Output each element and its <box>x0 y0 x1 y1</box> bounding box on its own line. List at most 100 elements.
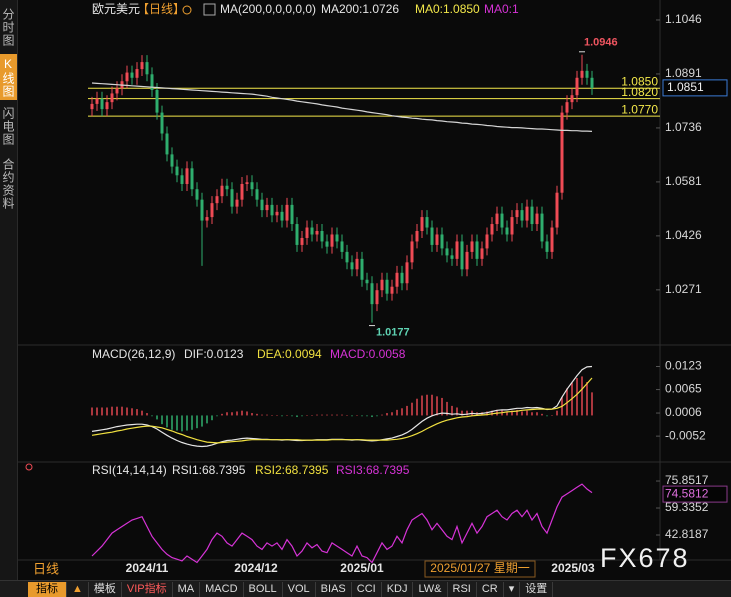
candle-body <box>370 283 374 305</box>
macd-bar <box>181 415 183 432</box>
toolbar-item[interactable]: MACD <box>200 581 244 597</box>
macd-bar <box>416 398 418 416</box>
candle-body <box>495 213 499 225</box>
toolbar-item[interactable]: LW& <box>413 581 448 597</box>
candle-body <box>550 227 554 252</box>
toolbar-item[interactable]: 指标 <box>28 581 67 597</box>
more-icon[interactable]: ▾ <box>504 581 521 597</box>
macd-bar <box>166 415 168 428</box>
macd-bar <box>286 415 288 416</box>
ma0-value: MA0:1.0850 <box>415 2 480 16</box>
macd-bar <box>381 414 383 416</box>
dea-label: DEA:0.0094 <box>257 347 322 361</box>
macd-bar <box>101 407 103 416</box>
macd-bar <box>216 415 218 417</box>
candle-body <box>590 77 594 88</box>
tab[interactable]: 闪电图 <box>1 106 15 146</box>
macd-bar <box>296 415 298 418</box>
dif-line <box>91 365 593 448</box>
candle-body <box>250 182 254 190</box>
macd-bar <box>516 409 518 416</box>
candle-body <box>95 98 99 104</box>
tab[interactable]: 分时图 <box>1 7 15 47</box>
macd-bar <box>411 402 413 416</box>
toolbar-item[interactable]: 设置 <box>520 581 554 597</box>
toolbar-item[interactable]: CR <box>477 581 504 597</box>
candle-body <box>480 248 484 259</box>
dif-label: DIF:0.0123 <box>184 347 244 361</box>
candle-body <box>235 199 239 207</box>
candle-body <box>355 258 359 270</box>
macd-bar <box>326 414 328 416</box>
candle-body <box>90 103 94 110</box>
macd-bar <box>281 415 283 417</box>
macd-bar <box>486 411 488 416</box>
candle-body <box>160 112 164 134</box>
x-tick-label: 2024/11 <box>126 561 169 575</box>
candle-body <box>315 231 319 235</box>
toolbar-item[interactable]: BIAS <box>316 581 352 597</box>
toolbar-item[interactable]: MA <box>173 581 201 597</box>
toolbar-item[interactable]: RSI <box>448 581 477 597</box>
candle-body <box>505 227 509 235</box>
y-tick-label: 0.0006 <box>665 405 702 419</box>
rsi1-label: RSI1:68.7395 <box>172 463 246 477</box>
candle-body <box>150 74 154 90</box>
candle-body <box>565 102 569 113</box>
macd-bar <box>91 407 93 416</box>
rsi-current-box <box>662 485 728 503</box>
candle-body <box>205 217 209 221</box>
candle-body <box>105 102 109 110</box>
macd-bar <box>351 415 353 417</box>
add-icon[interactable] <box>182 5 192 15</box>
macd-bar <box>581 376 583 416</box>
tab[interactable]: 合约资料 <box>1 158 15 210</box>
toggle-icon[interactable]: ▲ <box>67 581 89 597</box>
macd-bar <box>346 415 348 416</box>
candle-body <box>475 241 479 259</box>
macd-bar <box>121 406 123 416</box>
candle-body <box>195 189 199 200</box>
candle-body <box>275 211 279 216</box>
macd-bar <box>456 407 458 416</box>
crosshair-date: 2025/01/27 星期一 <box>430 561 529 575</box>
rsi-current: 74.5812 <box>665 486 709 500</box>
ma-icon[interactable] <box>203 3 216 16</box>
macd-title: MACD(26,12,9) <box>92 347 175 361</box>
dea-line <box>91 377 593 444</box>
candle-body <box>420 217 424 232</box>
toolbar-item[interactable]: BOLL <box>244 581 283 597</box>
candle-body <box>265 204 269 211</box>
candle-body <box>560 112 564 193</box>
tab-active[interactable]: K线图 <box>0 54 17 100</box>
crosshair-box <box>424 560 536 578</box>
macd-bar <box>421 395 423 416</box>
macd-bar <box>226 412 228 416</box>
toolbar-item[interactable]: KDJ <box>382 581 414 597</box>
y-tick-label: 42.8187 <box>665 527 709 541</box>
period-label: 日线 <box>33 561 59 576</box>
chart: 欧元美元 【日线】 MA(200,0,0,0,0,0) MA200:1.0726… <box>18 0 731 578</box>
candle-body <box>405 262 409 284</box>
macd-label: MACD:0.0058 <box>330 347 406 361</box>
toolbar-item[interactable]: VIP指标 <box>122 581 173 597</box>
x-tick-label: 2025/03 <box>551 561 595 575</box>
candle-body <box>135 69 139 78</box>
candle-body <box>500 213 504 228</box>
candle-body <box>345 251 349 263</box>
toolbar-item[interactable]: CCI <box>352 581 382 597</box>
candle-body <box>470 241 474 252</box>
macd-bar <box>276 415 278 416</box>
toolbar-item[interactable]: VOL <box>283 581 316 597</box>
macd-bar <box>246 411 248 416</box>
candle-body <box>285 204 289 221</box>
toolbar-item[interactable]: 模板 <box>89 581 122 597</box>
settings-icon[interactable] <box>25 463 33 471</box>
candle-body <box>570 95 574 103</box>
high-label: 1.0946 <box>584 37 618 49</box>
candle-body <box>400 272 404 284</box>
candle-body <box>185 168 189 184</box>
macd-bar <box>461 410 463 416</box>
ma-params: MA(200,0,0,0,0,0) <box>220 2 316 16</box>
candle-body <box>440 234 444 249</box>
